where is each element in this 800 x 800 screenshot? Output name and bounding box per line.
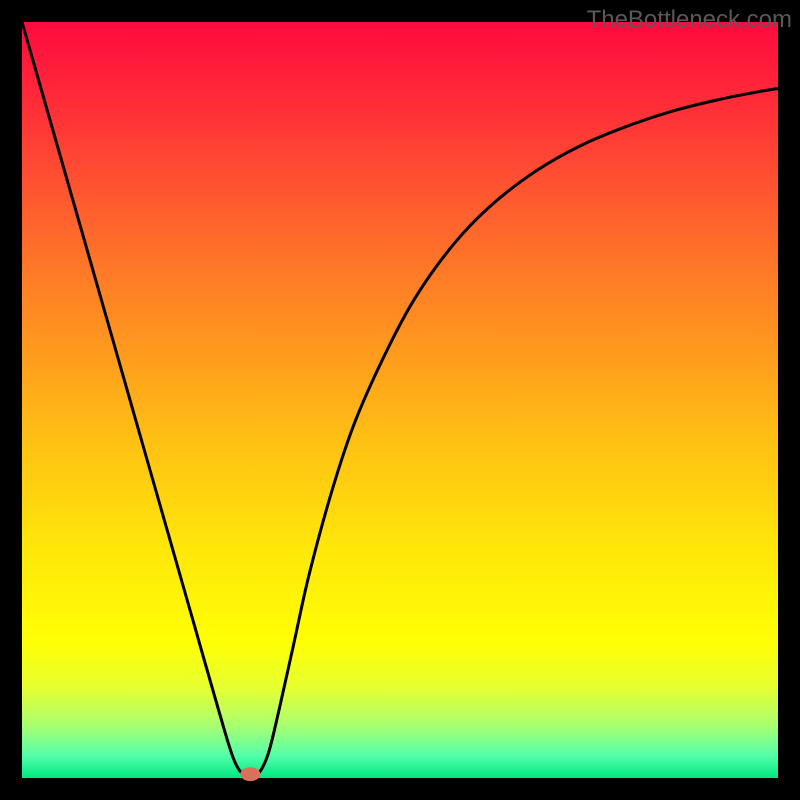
plot-background (22, 22, 778, 778)
minimum-marker (240, 767, 260, 781)
chart-root: TheBottleneck.com (0, 0, 800, 800)
watermark-label: TheBottleneck.com (587, 6, 792, 34)
chart-canvas (0, 0, 800, 800)
